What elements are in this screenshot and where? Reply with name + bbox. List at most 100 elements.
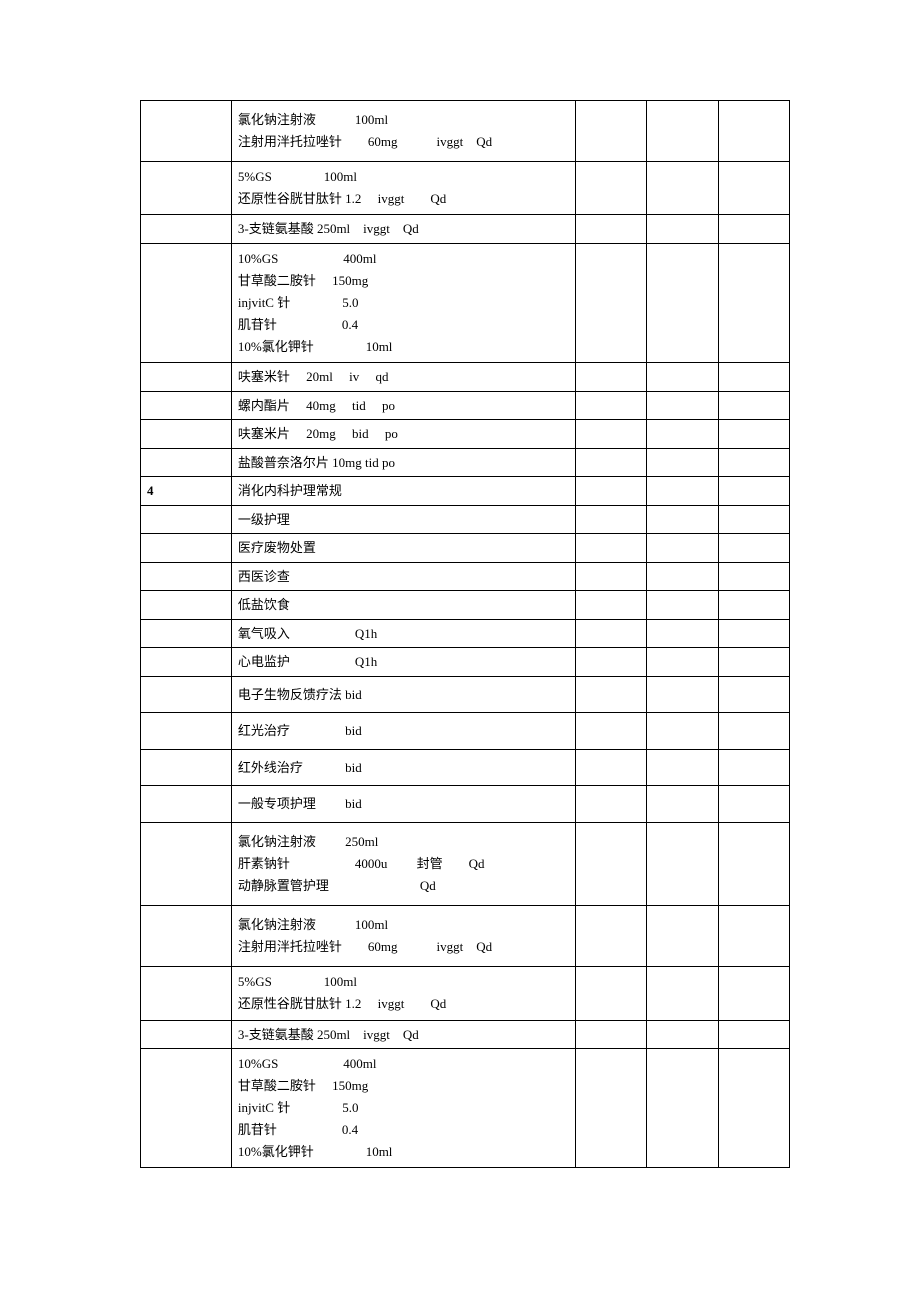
table-cell bbox=[575, 363, 646, 392]
table-row: 一级护理 bbox=[141, 505, 790, 534]
table-row: 5%GS 100ml还原性谷胱甘肽针 1.2 ivggt Qd bbox=[141, 162, 790, 215]
table-row: 电子生物反馈疗法 bid bbox=[141, 676, 790, 713]
table-cell bbox=[647, 243, 718, 362]
table-cell: 3-支链氨基酸 250ml ivggt Qd bbox=[231, 215, 575, 244]
table-cell: 4 bbox=[141, 477, 232, 506]
table-cell: 电子生物反馈疗法 bid bbox=[231, 676, 575, 713]
table-cell bbox=[575, 786, 646, 823]
table-cell bbox=[647, 786, 718, 823]
table-cell: 一般专项护理 bid bbox=[231, 786, 575, 823]
table-cell bbox=[718, 822, 789, 905]
table-cell bbox=[141, 676, 232, 713]
table-cell: 10%GS 400ml甘草酸二胺针 150mginjvitC 针 5.0肌苷针 … bbox=[231, 1049, 575, 1168]
table-row: 低盐饮食 bbox=[141, 591, 790, 620]
table-cell bbox=[647, 477, 718, 506]
table-row: 4消化内科护理常规 bbox=[141, 477, 790, 506]
table-cell bbox=[647, 822, 718, 905]
page: 氯化钠注射液 100ml注射用泮托拉唑针 60mg ivggt Qd5%GS 1… bbox=[0, 0, 920, 1268]
table-cell bbox=[718, 562, 789, 591]
table-cell: 西医诊查 bbox=[231, 562, 575, 591]
table-cell bbox=[141, 822, 232, 905]
table-cell bbox=[718, 420, 789, 449]
table-cell bbox=[575, 215, 646, 244]
table-cell bbox=[647, 749, 718, 786]
table-cell bbox=[647, 562, 718, 591]
table-row: 医疗废物处置 bbox=[141, 534, 790, 563]
table-cell: 呋塞米针 20ml iv qd bbox=[231, 363, 575, 392]
table-row: 10%GS 400ml甘草酸二胺针 150mginjvitC 针 5.0肌苷针 … bbox=[141, 1049, 790, 1168]
table-cell bbox=[575, 676, 646, 713]
table-cell bbox=[141, 363, 232, 392]
table-cell bbox=[575, 391, 646, 420]
table-cell bbox=[647, 1020, 718, 1049]
table-cell bbox=[718, 448, 789, 477]
table-row: 氯化钠注射液 100ml注射用泮托拉唑针 60mg ivggt Qd bbox=[141, 101, 790, 162]
table-body: 氯化钠注射液 100ml注射用泮托拉唑针 60mg ivggt Qd5%GS 1… bbox=[141, 101, 790, 1168]
table-cell bbox=[141, 243, 232, 362]
table-cell bbox=[141, 162, 232, 215]
table-cell bbox=[141, 786, 232, 823]
table-cell: 氯化钠注射液 100ml注射用泮托拉唑针 60mg ivggt Qd bbox=[231, 101, 575, 162]
table-cell bbox=[718, 215, 789, 244]
table-row: 3-支链氨基酸 250ml ivggt Qd bbox=[141, 1020, 790, 1049]
table-row: 氧气吸入 Q1h bbox=[141, 619, 790, 648]
table-cell bbox=[141, 648, 232, 677]
table-cell bbox=[718, 1020, 789, 1049]
table-cell bbox=[141, 420, 232, 449]
table-cell: 一级护理 bbox=[231, 505, 575, 534]
table-cell: 心电监护 Q1h bbox=[231, 648, 575, 677]
table-cell bbox=[575, 448, 646, 477]
table-cell bbox=[141, 391, 232, 420]
table-cell: 3-支链氨基酸 250ml ivggt Qd bbox=[231, 1020, 575, 1049]
table-cell bbox=[575, 749, 646, 786]
table-cell bbox=[647, 648, 718, 677]
table-cell bbox=[141, 591, 232, 620]
table-cell bbox=[718, 676, 789, 713]
table-cell bbox=[141, 619, 232, 648]
table-cell bbox=[647, 363, 718, 392]
table-cell bbox=[718, 1049, 789, 1168]
table-cell bbox=[718, 967, 789, 1020]
table-row: 西医诊查 bbox=[141, 562, 790, 591]
table-cell bbox=[575, 1049, 646, 1168]
table-cell bbox=[575, 505, 646, 534]
table-cell: 呋塞米片 20mg bid po bbox=[231, 420, 575, 449]
table-cell: 氯化钠注射液 250ml肝素钠针 4000u 封管 Qd动静脉置管护理 Qd bbox=[231, 822, 575, 905]
table-cell: 氧气吸入 Q1h bbox=[231, 619, 575, 648]
table-row: 3-支链氨基酸 250ml ivggt Qd bbox=[141, 215, 790, 244]
table-cell bbox=[141, 448, 232, 477]
table-cell bbox=[647, 619, 718, 648]
table-cell bbox=[718, 648, 789, 677]
table-cell bbox=[718, 391, 789, 420]
table-cell bbox=[575, 562, 646, 591]
table-row: 红光治疗 bid bbox=[141, 713, 790, 750]
table-row: 5%GS 100ml还原性谷胱甘肽针 1.2 ivggt Qd bbox=[141, 967, 790, 1020]
table-cell bbox=[647, 1049, 718, 1168]
table-cell bbox=[575, 162, 646, 215]
table-cell bbox=[141, 749, 232, 786]
table-cell bbox=[141, 1049, 232, 1168]
table-row: 螺内酯片 40mg tid po bbox=[141, 391, 790, 420]
table-cell bbox=[718, 591, 789, 620]
table-cell bbox=[647, 420, 718, 449]
table-cell bbox=[575, 822, 646, 905]
table-cell bbox=[575, 420, 646, 449]
table-cell bbox=[718, 906, 789, 967]
medical-orders-table: 氯化钠注射液 100ml注射用泮托拉唑针 60mg ivggt Qd5%GS 1… bbox=[140, 100, 790, 1168]
table-cell bbox=[575, 648, 646, 677]
table-cell bbox=[141, 967, 232, 1020]
table-row: 呋塞米片 20mg bid po bbox=[141, 420, 790, 449]
table-cell bbox=[647, 162, 718, 215]
table-cell bbox=[141, 1020, 232, 1049]
table-cell: 5%GS 100ml还原性谷胱甘肽针 1.2 ivggt Qd bbox=[231, 162, 575, 215]
table-cell bbox=[647, 101, 718, 162]
table-cell: 消化内科护理常规 bbox=[231, 477, 575, 506]
table-cell bbox=[575, 591, 646, 620]
table-cell bbox=[647, 591, 718, 620]
table-cell bbox=[141, 505, 232, 534]
table-row: 氯化钠注射液 250ml肝素钠针 4000u 封管 Qd动静脉置管护理 Qd bbox=[141, 822, 790, 905]
table-row: 一般专项护理 bid bbox=[141, 786, 790, 823]
table-cell bbox=[718, 162, 789, 215]
table-cell bbox=[718, 713, 789, 750]
table-cell: 红光治疗 bid bbox=[231, 713, 575, 750]
